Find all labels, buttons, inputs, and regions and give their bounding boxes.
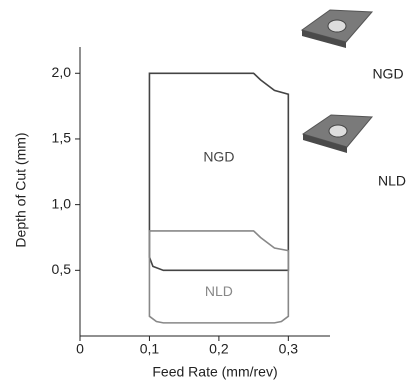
x-tick-label: 0: [76, 341, 84, 357]
insert-label: NLD: [378, 173, 406, 189]
region-outline: [148, 72, 290, 272]
y-axis-title: Depth of Cut (mm): [13, 132, 29, 247]
region-outline: [148, 230, 290, 324]
y-tick-label: 1,0: [52, 195, 72, 211]
y-tick-label: 2,0: [52, 64, 72, 80]
insert-icon: [300, 9, 374, 48]
y-tick-label: 0,5: [52, 261, 72, 277]
x-tick-label: 0,3: [279, 341, 299, 357]
x-tick-label: 0,1: [140, 341, 160, 357]
y-tick-label: 1,5: [52, 130, 72, 146]
x-axis-title: Feed Rate (mm/rev): [152, 364, 277, 380]
x-tick-label: 0,2: [209, 341, 229, 357]
insert-icon: [301, 114, 374, 153]
region-label: NGD: [203, 149, 234, 165]
region-label: NLD: [205, 283, 233, 299]
insert-label: NGD: [372, 66, 403, 82]
